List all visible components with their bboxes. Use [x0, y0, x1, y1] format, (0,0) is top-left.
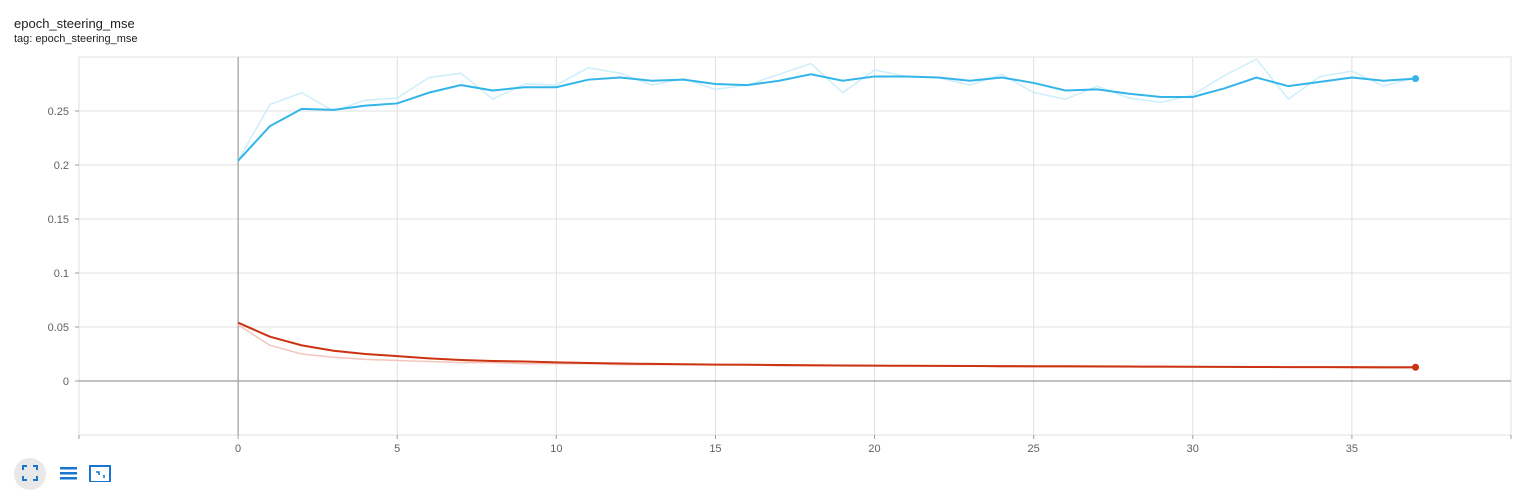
x-tick-label: 5	[394, 443, 400, 455]
x-tick-label: 25	[1028, 443, 1040, 455]
series-layer	[237, 58, 1420, 371]
fullscreen-button[interactable]	[14, 458, 46, 490]
chart-tag-subtitle: tag: epoch_steering_mse	[14, 33, 138, 45]
x-tick-label: 30	[1187, 443, 1199, 455]
chart-title: epoch_steering_mse	[14, 16, 135, 31]
line-chart[interactable]: 0 5 10 15 20 25 30 35 0 0.05 0.1 0.15 0.2 0.25	[0, 0, 1524, 458]
x-tick-label: 0	[235, 443, 241, 455]
axis-layer	[75, 57, 1512, 439]
x-tick-label: 10	[550, 443, 562, 455]
y-tick-label: 0.2	[54, 160, 69, 172]
series-red-smoothed-line	[237, 321, 1416, 369]
fullscreen-icon	[22, 465, 38, 481]
tick-label-layer: 0 5 10 15 20 25 30 35 0 0.05 0.1 0.15 0.2 0.25	[48, 106, 1358, 455]
fit-domain-button[interactable]	[82, 458, 114, 490]
y-tick-label: 0.15	[48, 214, 69, 226]
y-tick-label: 0.25	[48, 106, 69, 118]
y-tick-label: 0	[63, 376, 69, 388]
x-tick-label: 20	[868, 443, 880, 455]
series-red-end-point	[1412, 363, 1420, 371]
toggle-y-log-button[interactable]	[52, 458, 84, 490]
x-tick-label: 35	[1346, 443, 1358, 455]
y-tick-label: 0.05	[48, 322, 69, 334]
series-red-raw-line	[237, 324, 1416, 369]
series-blue-end-point	[1412, 75, 1420, 83]
x-tick-label: 15	[709, 443, 721, 455]
series-blue-raw-line	[237, 58, 1416, 162]
plot-border	[78, 56, 1512, 436]
y-tick-label: 0.1	[54, 268, 69, 280]
lines-icon	[60, 467, 77, 480]
series-blue-smoothed-line	[237, 73, 1416, 162]
fit-domain-icon	[89, 465, 111, 482]
